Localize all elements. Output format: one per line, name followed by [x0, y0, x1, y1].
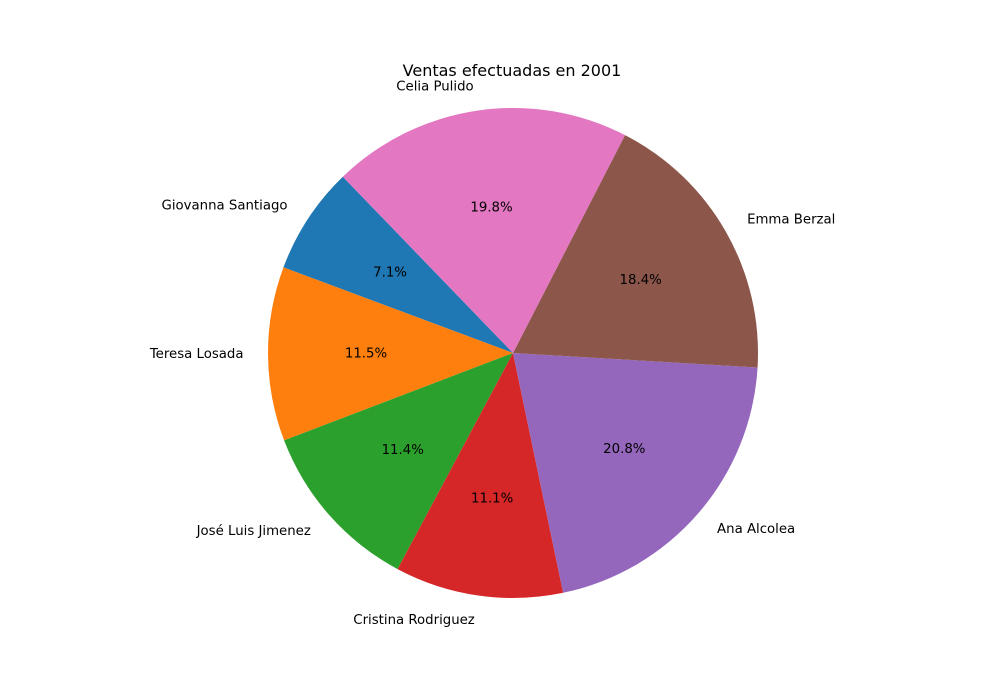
pie-slice-cristina-rodriguez: [397, 353, 564, 598]
percent-label-jose-luis-jimenez: 11.4%: [382, 443, 424, 458]
slice-label-jose-luis-jimenez: José Luis Jimenez: [196, 523, 311, 539]
pie-slice-emma-berzal: [513, 135, 758, 368]
slice-labels: Giovanna Santiago Teresa Losada José Luis …: [149, 79, 836, 627]
percent-labels: 7.1% 11.5% 11.4% 11.1% 20.8% 18.4% 19.8%: [345, 201, 662, 507]
percent-label-giovanna-santiago: 7.1%: [373, 265, 407, 280]
percent-label-ana-alcolea: 20.8%: [603, 442, 645, 457]
slice-label-teresa-losada: Teresa Losada: [149, 347, 244, 362]
pie-slices: [268, 108, 758, 598]
slice-label-ana-alcolea: Ana Alcolea: [717, 522, 795, 537]
percent-label-cristina-rodriguez: 11.1%: [471, 492, 513, 507]
pie-slice-celia-pulido: [342, 108, 626, 354]
percent-label-emma-berzal: 18.4%: [620, 273, 662, 288]
slice-label-cristina-rodriguez: Cristina Rodriguez: [353, 613, 475, 628]
pie-slice-teresa-losada: [268, 267, 513, 441]
pie-slice-jose-luis-jimenez: [284, 353, 513, 570]
slice-label-celia-pulido: Celia Pulido: [396, 79, 473, 94]
pie-slice-ana-alcolea: [513, 353, 758, 593]
slice-label-emma-berzal: Emma Berzal: [747, 212, 835, 227]
percent-label-teresa-losada: 11.5%: [345, 347, 387, 362]
chart-title: Ventas efectuadas en 2001: [403, 61, 622, 80]
pie-slice-giovanna-santiago: [283, 176, 513, 353]
percent-label-celia-pulido: 19.8%: [470, 201, 512, 216]
slice-label-giovanna-santiago: Giovanna Santiago: [162, 198, 288, 213]
